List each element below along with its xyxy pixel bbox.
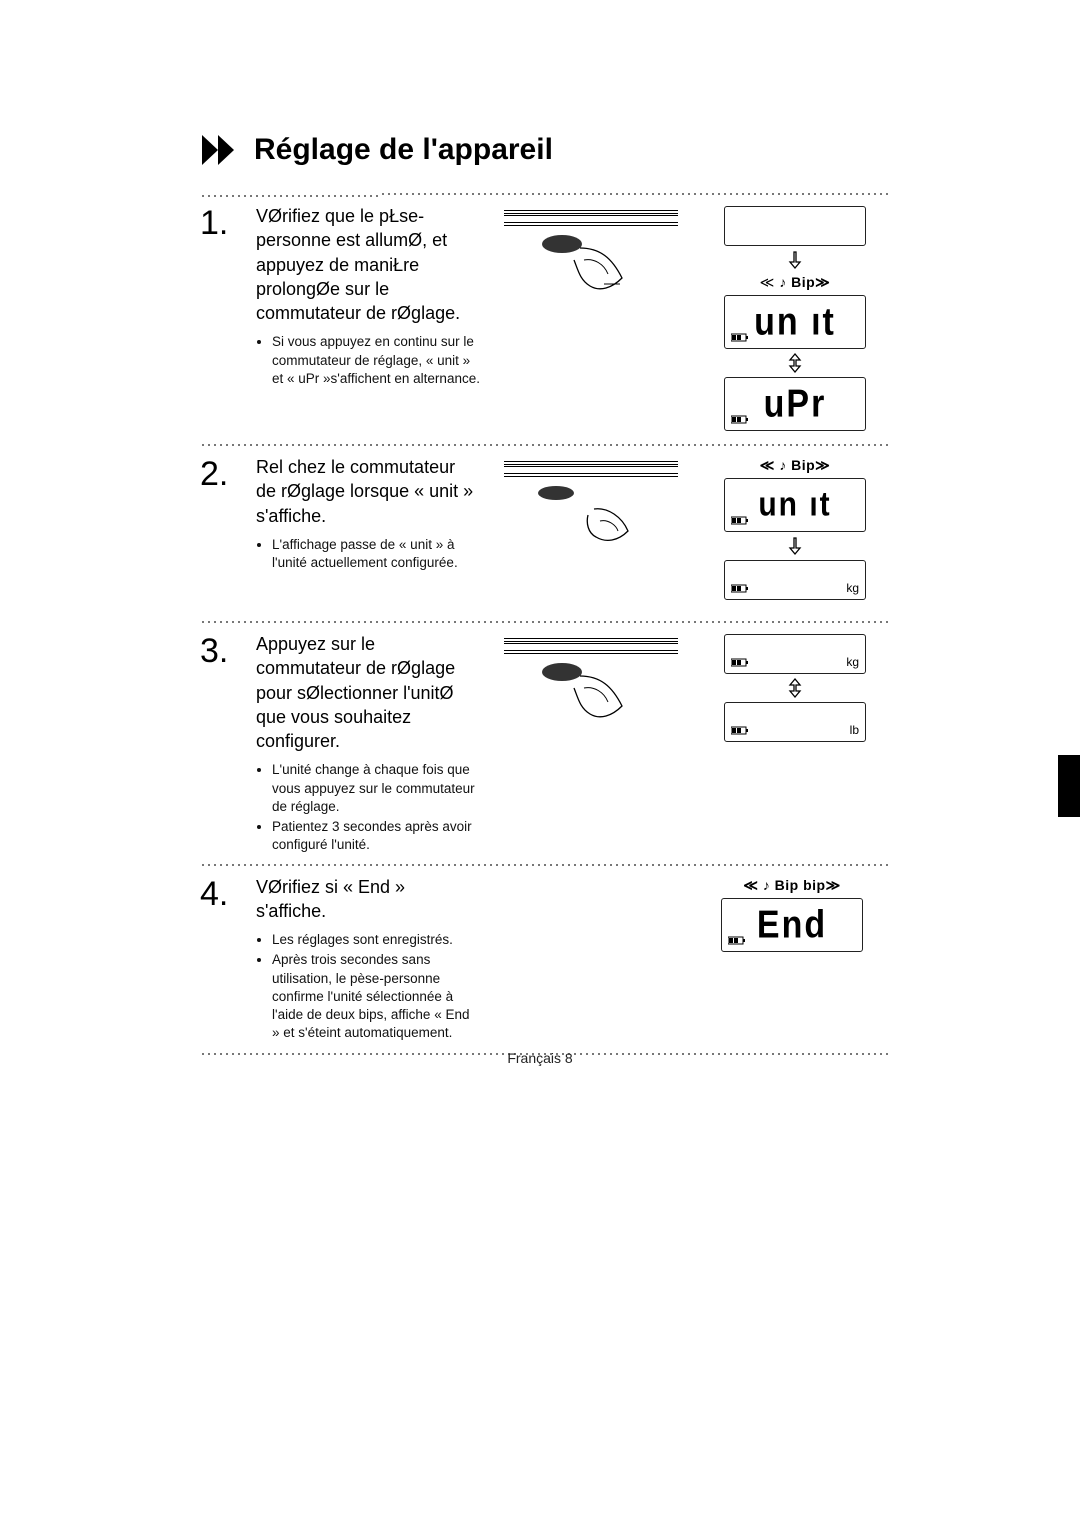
battery-icon bbox=[731, 584, 749, 593]
lcd-end: End bbox=[721, 898, 863, 952]
step-bullet: Si vous appuyez en continu sur le commut… bbox=[272, 333, 480, 388]
sound-label: ≪ ♪ ≪ ♪ Bip≫Bip≫ bbox=[760, 274, 831, 291]
lcd-upr: uPr bbox=[724, 377, 866, 431]
step-lead: VØrifiez que le pŁse-personne est allumØ… bbox=[256, 204, 480, 325]
step-number: 2. bbox=[200, 455, 242, 600]
step-lead: VØrifiez si « End » s'affiche. bbox=[256, 875, 480, 924]
step-bullet: Après trois secondes sans utilisation, l… bbox=[272, 951, 480, 1042]
step-3: 3. Appuyez sur le commutateur de rØglage… bbox=[200, 632, 890, 857]
seg-unit: un ıt bbox=[758, 488, 831, 523]
arrow-updown-icon bbox=[787, 678, 803, 698]
separator bbox=[380, 190, 890, 198]
battery-icon bbox=[731, 516, 749, 525]
battery-icon bbox=[731, 658, 749, 667]
lcd-unit: un ıt bbox=[724, 295, 866, 349]
arrow-down-icon bbox=[787, 536, 803, 556]
arrow-updown-icon bbox=[787, 353, 803, 373]
step-2: 2. Rel chez le commutateur de rØglage lo… bbox=[200, 455, 890, 600]
separator bbox=[200, 192, 380, 200]
step-number: 4. bbox=[200, 875, 242, 1045]
unit-kg: kg bbox=[846, 581, 859, 595]
lcd-kg: kg bbox=[724, 560, 866, 600]
release-diagram bbox=[500, 455, 686, 600]
step-lead: Appuyez sur le commutateur de rØglage po… bbox=[256, 632, 480, 753]
step-1: 1. VØrifiez que le pŁse-personne est all… bbox=[200, 204, 890, 431]
lcd-blank bbox=[724, 206, 866, 246]
unit-kg: kg bbox=[846, 655, 859, 669]
battery-icon bbox=[728, 936, 746, 945]
section-header: Réglage de l'appareil bbox=[200, 130, 890, 170]
press-diagram bbox=[500, 204, 686, 431]
lcd-lb: lb bbox=[724, 702, 866, 742]
page-footer: Français 8 bbox=[0, 1050, 1080, 1066]
seg-unit: un ıt bbox=[754, 302, 836, 341]
empty-diagram bbox=[500, 875, 680, 1045]
sound-label: ≪ ♪ Bip≫ bbox=[760, 457, 831, 474]
separator bbox=[200, 618, 890, 626]
lcd-kg: kg bbox=[724, 634, 866, 674]
battery-icon bbox=[731, 415, 749, 424]
fast-forward-icon bbox=[200, 130, 240, 170]
step-number: 3. bbox=[200, 632, 242, 857]
step-bullet: L'unité change à chaque fois que vous ap… bbox=[272, 761, 480, 816]
step-bullet: Les réglages sont enregistrés. bbox=[272, 931, 480, 949]
step-bullet: L'affichage passe de « unit » à l'unité … bbox=[272, 536, 480, 572]
battery-icon bbox=[731, 726, 749, 735]
step-bullet: Patientez 3 secondes après avoir configu… bbox=[272, 818, 480, 854]
unit-lb: lb bbox=[850, 723, 859, 737]
separator bbox=[200, 861, 890, 869]
seg-end: End bbox=[757, 905, 827, 944]
step-number: 1. bbox=[200, 204, 242, 431]
separator bbox=[200, 441, 890, 449]
side-tab bbox=[1058, 755, 1080, 817]
step-4: 4. VØrifiez si « End » s'affiche. Les ré… bbox=[200, 875, 890, 1045]
seg-upr: uPr bbox=[764, 384, 827, 423]
sound-label: ≪ ♪ Bip bip≫ bbox=[743, 877, 841, 894]
section-title: Réglage de l'appareil bbox=[254, 133, 553, 167]
battery-icon bbox=[731, 333, 749, 342]
step-lead: Rel chez le commutateur de rØglage lorsq… bbox=[256, 455, 480, 528]
arrow-down-icon bbox=[787, 250, 803, 270]
lcd-unit: un ıt bbox=[724, 478, 866, 532]
press-diagram bbox=[500, 632, 686, 857]
